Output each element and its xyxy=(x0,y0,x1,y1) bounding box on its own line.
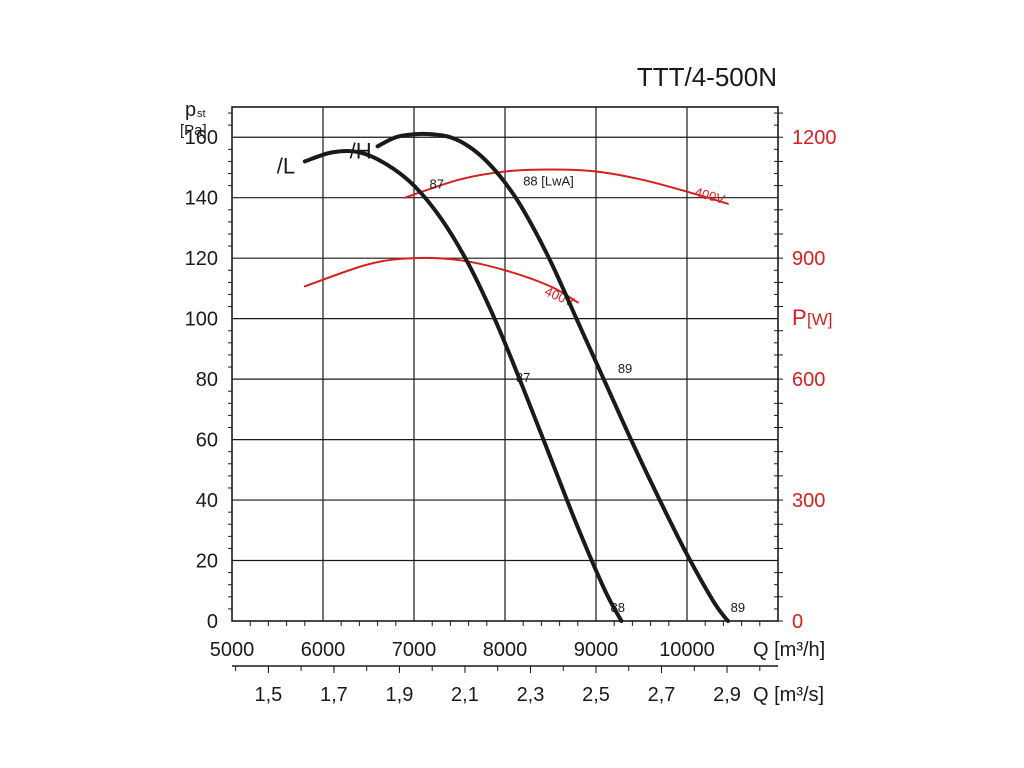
chart-title: TTT/4-500N xyxy=(637,62,777,92)
y2-tick-label: 900 xyxy=(792,248,825,270)
y-tick-label: 0 xyxy=(207,611,218,633)
pressure-curve-label: /L xyxy=(277,153,295,178)
y-tick-label: 20 xyxy=(196,551,218,573)
pressure-curves: /L/H xyxy=(277,131,730,623)
x-axis-title: Q [m³/h] xyxy=(753,639,825,661)
grid-lines xyxy=(232,107,778,621)
y-axis-tick-labels: 0 20 40 60 80 100 120 140 160 xyxy=(185,127,218,633)
y-tick-label: 100 xyxy=(185,309,218,331)
x-tick-label: 7000 xyxy=(392,639,437,661)
x2-tick-label: 2,3 xyxy=(517,684,545,706)
x2-tick-label: 1,9 xyxy=(386,684,414,706)
y-axis-title-main: p xyxy=(185,99,196,121)
x2-tick-label: 2,7 xyxy=(648,684,676,706)
curve-annotations: 87 88 [LwA] 87 89 88 89 xyxy=(429,174,745,615)
x2-tick-label: 1,5 xyxy=(254,684,282,706)
x-tick-label: 5000 xyxy=(210,639,255,661)
y2-axis-title: P [W] xyxy=(792,305,833,330)
plot-frame xyxy=(231,106,779,622)
y2-tick-label: 0 xyxy=(792,611,803,633)
noise-annotation: 87 xyxy=(429,177,443,192)
power-curve xyxy=(303,256,579,304)
pressure-curve-label: /H xyxy=(350,138,372,163)
x-tick-label: 10000 xyxy=(659,639,715,661)
y-axis-title: p st [Pa] xyxy=(180,99,207,139)
x2-axis: 1,5 1,7 1,9 2,1 2,3 2,5 2,7 2,9 xyxy=(232,665,778,706)
x-tick-label: 8000 xyxy=(483,639,528,661)
y2-tick-label: 300 xyxy=(792,490,825,512)
y2-tick-label: 1200 xyxy=(792,127,837,149)
noise-annotation: 89 xyxy=(731,600,745,615)
x2-tick-label: 2,9 xyxy=(713,684,741,706)
noise-annotation: 87 xyxy=(516,370,530,385)
noise-annotation: 89 xyxy=(618,361,632,376)
y-axis-title-sub: st xyxy=(197,108,206,120)
noise-annotation: 88 [LwA] xyxy=(523,174,574,189)
pressure-curve xyxy=(302,149,624,623)
x-axis-tick-labels: 5000 6000 7000 8000 9000 10000 xyxy=(210,639,715,661)
y-axis-title-unit: [Pa] xyxy=(180,122,207,139)
y2-axis-tick-labels: 0 300 600 900 1200 xyxy=(792,127,837,633)
x2-tick-label: 2,1 xyxy=(451,684,479,706)
y2-tick-label: 600 xyxy=(792,369,825,391)
y2-axis-title-unit: [W] xyxy=(807,310,833,329)
power-curve-label: 400V xyxy=(693,184,727,207)
power-curve xyxy=(403,168,729,205)
y-tick-label: 40 xyxy=(196,490,218,512)
x2-axis-title: Q [m³/s] xyxy=(753,684,824,706)
noise-annotation: 88 xyxy=(611,600,625,615)
x2-tick-label: 2,5 xyxy=(582,684,610,706)
pressure-curve xyxy=(375,131,730,623)
axis-minor-ticks xyxy=(228,112,783,626)
y-tick-label: 80 xyxy=(196,369,218,391)
x2-tick-label: 1,7 xyxy=(320,684,348,706)
y-tick-label: 140 xyxy=(185,188,218,210)
y-tick-label: 120 xyxy=(185,248,218,270)
y-tick-label: 160 xyxy=(185,127,218,149)
x-tick-label: 9000 xyxy=(574,639,619,661)
y2-axis-title-main: P xyxy=(792,305,807,330)
x-tick-label: 6000 xyxy=(301,639,346,661)
y-tick-label: 60 xyxy=(196,430,218,452)
